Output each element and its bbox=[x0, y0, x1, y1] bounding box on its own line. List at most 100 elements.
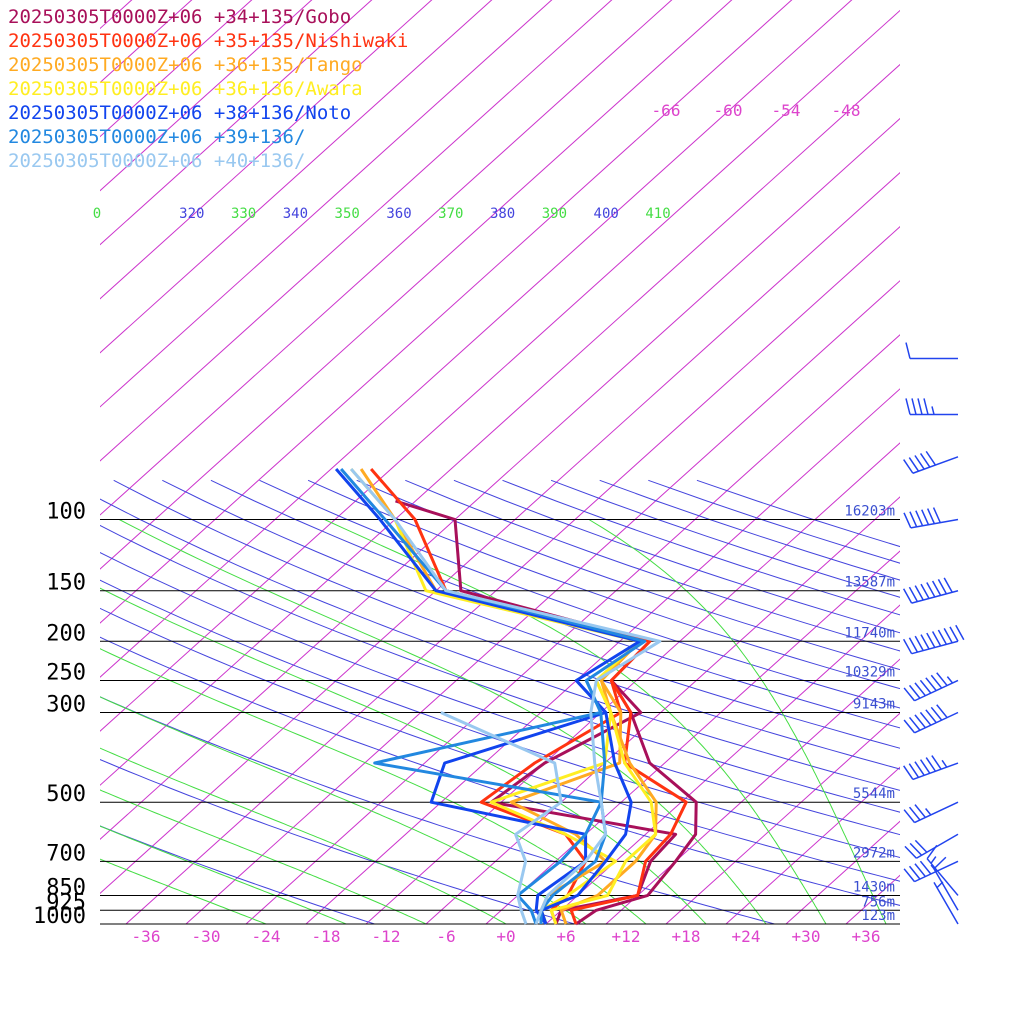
temperature-line bbox=[339, 468, 647, 925]
isotherm-line bbox=[100, 171, 900, 895]
temp-tick-label: +6 bbox=[556, 927, 575, 946]
barb-flag bbox=[930, 706, 943, 721]
isotherm-line bbox=[100, 0, 733, 570]
barb-flag bbox=[903, 719, 916, 734]
isotherm-line bbox=[906, 0, 1024, 924]
barb-staff bbox=[933, 868, 959, 911]
pressure-label: 850 bbox=[46, 875, 86, 900]
wind-barb bbox=[905, 398, 958, 416]
barb-flag bbox=[925, 450, 937, 466]
barb-flag bbox=[949, 626, 959, 642]
legend-entry: 20250305T0000Z+06 +40+136/ bbox=[8, 150, 305, 172]
barb-flag bbox=[937, 579, 948, 595]
dry-adiabat-line bbox=[405, 479, 900, 652]
barb-flag bbox=[919, 453, 931, 468]
barb-flag bbox=[908, 457, 920, 472]
isotherm-line bbox=[485, 550, 900, 924]
temperature-line bbox=[334, 468, 642, 925]
isotherm-line bbox=[185, 280, 900, 924]
height-label: 9143m bbox=[853, 696, 895, 712]
series-group bbox=[349, 468, 662, 925]
dewpoint-line bbox=[440, 711, 563, 925]
theta-label: 410 bbox=[645, 206, 670, 222]
pressure-label: 100 bbox=[46, 500, 86, 525]
legend-entry: 20250305T0000Z+06 +39+136/ bbox=[8, 126, 305, 148]
legend-entry: 20250305T0000Z+06 +34+135/Gobo bbox=[8, 6, 351, 28]
temp-tick-label: -36 bbox=[132, 927, 161, 946]
barb-flag bbox=[904, 845, 917, 859]
height-label: 10329m bbox=[844, 664, 895, 680]
temperature-line bbox=[349, 468, 662, 925]
theta-label: 360 bbox=[386, 206, 411, 222]
isotherm-line bbox=[545, 604, 900, 924]
height-label: 1430m bbox=[853, 879, 895, 895]
legend-entry: 20250305T0000Z+06 +36+135/Tango bbox=[8, 54, 363, 76]
barb-flag bbox=[926, 632, 936, 648]
barb-flag bbox=[926, 844, 938, 860]
barb-flag bbox=[919, 860, 932, 875]
temperature-line bbox=[349, 468, 658, 925]
temp-tick-label: +24 bbox=[732, 927, 761, 946]
isotherm-line bbox=[425, 496, 900, 924]
dry-adiabat-line bbox=[356, 479, 900, 671]
dry-adiabat-lines bbox=[100, 479, 900, 924]
wind-barb bbox=[903, 755, 959, 781]
isotherm-line bbox=[100, 0, 373, 246]
barb-flag bbox=[914, 714, 926, 729]
theta-label: 380 bbox=[490, 206, 515, 222]
temp-tick-label: -30 bbox=[192, 927, 221, 946]
height-label: 756m bbox=[861, 894, 895, 910]
barb-flag bbox=[921, 509, 930, 526]
isotherm-top-label: -60 bbox=[714, 101, 743, 120]
barb-flag bbox=[936, 704, 948, 719]
barb-flag bbox=[925, 709, 937, 724]
barb-flag bbox=[923, 398, 929, 415]
barb-flag bbox=[914, 455, 925, 470]
barb-staff bbox=[912, 456, 959, 474]
barb-flag bbox=[908, 865, 921, 880]
barb-flag bbox=[908, 716, 921, 731]
isotherm-line bbox=[605, 658, 900, 924]
moist-adiabat-line bbox=[100, 696, 587, 924]
barb-flag bbox=[914, 682, 926, 697]
barb-half-flag bbox=[936, 881, 944, 889]
wind-barb bbox=[933, 856, 959, 911]
dry-adiabat-line bbox=[550, 479, 900, 598]
dry-adiabat-line bbox=[259, 479, 900, 709]
barb-flag bbox=[930, 674, 943, 689]
dry-adiabat-line bbox=[648, 479, 900, 564]
dry-adiabat-line bbox=[100, 607, 900, 882]
barb-flag bbox=[955, 624, 965, 641]
barb-flag bbox=[917, 398, 923, 415]
barb-flag bbox=[926, 508, 936, 524]
wind-barb bbox=[905, 342, 958, 360]
barb-flag bbox=[909, 511, 918, 528]
barb-flag bbox=[937, 629, 948, 645]
barb-flag bbox=[902, 588, 913, 604]
isotherm-line bbox=[665, 712, 900, 924]
temperature-ticks: -36 -30 -24 -18 -12 -6 +0 +6 +12 +18 +24 +30 +36 bbox=[132, 927, 881, 946]
isotherm-top-label: -48 bbox=[832, 101, 861, 120]
theta-label: 350 bbox=[335, 206, 360, 222]
temp-tick-label: -18 bbox=[312, 927, 341, 946]
legend-entry: 20250305T0000Z+06 +35+135/Nishiwaki bbox=[8, 30, 408, 52]
pressure-label: 1000 bbox=[33, 904, 86, 929]
barb-flag bbox=[909, 842, 923, 856]
dry-adiabat-line bbox=[100, 759, 575, 924]
barb-staff bbox=[914, 711, 959, 734]
barb-half-flag bbox=[946, 676, 954, 684]
barb-half-flag bbox=[925, 808, 932, 816]
dry-adiabat-line bbox=[100, 579, 900, 859]
temp-tick-label: -24 bbox=[252, 927, 281, 946]
isotherm-line bbox=[245, 334, 900, 924]
barb-flag bbox=[931, 631, 942, 647]
theta-labels: 0 320 330 340 350 360 370 380 390 400 410 bbox=[93, 206, 671, 222]
isotherm-line bbox=[100, 0, 493, 354]
barb-flag bbox=[911, 398, 917, 415]
barb-flag bbox=[908, 806, 921, 821]
wind-barb bbox=[926, 844, 959, 896]
wind-barb bbox=[903, 507, 959, 529]
pressure-label: 925 bbox=[46, 890, 86, 915]
barb-flag bbox=[908, 763, 920, 778]
isotherm-line bbox=[100, 63, 900, 786]
